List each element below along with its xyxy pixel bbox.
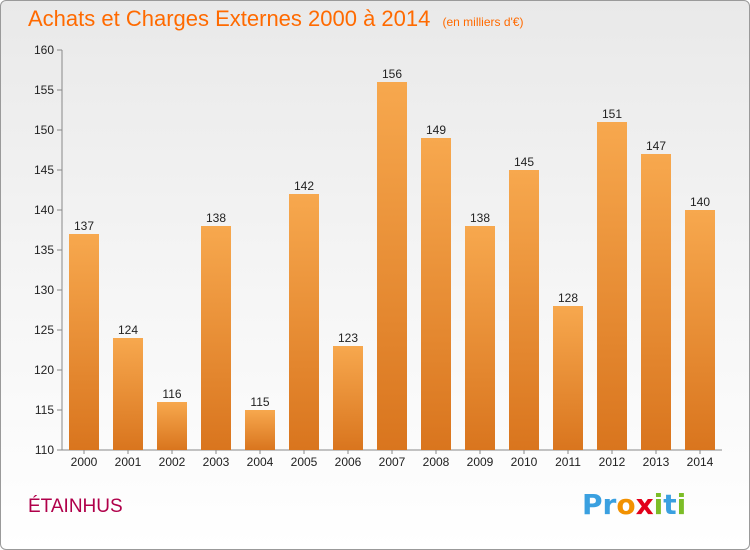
proxiti-logo: Proxiti bbox=[582, 488, 686, 521]
x-tick-label: 2014 bbox=[687, 455, 714, 469]
y-tick-label: 160 bbox=[34, 43, 54, 57]
x-tick-label: 2012 bbox=[599, 455, 626, 469]
value-label-2007: 156 bbox=[382, 67, 402, 81]
bar-2000 bbox=[69, 234, 99, 450]
x-tick-label: 2007 bbox=[379, 455, 406, 469]
x-tick-label: 2004 bbox=[247, 455, 274, 469]
x-tick-label: 2008 bbox=[423, 455, 450, 469]
y-tick-label: 150 bbox=[34, 123, 54, 137]
value-label-2004: 115 bbox=[250, 395, 269, 409]
bar-2010 bbox=[509, 170, 539, 450]
bar-2014 bbox=[685, 210, 715, 450]
bar-2001 bbox=[113, 338, 143, 450]
y-tick-label: 145 bbox=[34, 163, 54, 177]
logo-letter: i bbox=[676, 488, 687, 521]
x-tick-label: 2005 bbox=[291, 455, 318, 469]
value-label-2006: 123 bbox=[338, 331, 358, 345]
bar-2005 bbox=[289, 194, 319, 450]
x-tick-label: 2003 bbox=[203, 455, 230, 469]
value-label-2013: 147 bbox=[646, 139, 666, 153]
logo-letter: P bbox=[582, 488, 603, 521]
x-tick-label: 2013 bbox=[643, 455, 670, 469]
x-tick-label: 2009 bbox=[467, 455, 494, 469]
bar-2007 bbox=[377, 82, 407, 450]
y-tick-label: 135 bbox=[34, 243, 54, 257]
y-tick-label: 140 bbox=[34, 203, 54, 217]
y-tick-label: 115 bbox=[35, 403, 54, 417]
x-tick-label: 2010 bbox=[511, 455, 538, 469]
x-tick-label: 2006 bbox=[335, 455, 362, 469]
bar-2006 bbox=[333, 346, 363, 450]
x-tick-label: 2011 bbox=[555, 455, 581, 469]
value-label-2000: 137 bbox=[74, 219, 94, 233]
value-label-2011: 128 bbox=[558, 291, 578, 305]
bar-2009 bbox=[465, 226, 495, 450]
value-label-2010: 145 bbox=[514, 155, 534, 169]
value-label-2012: 151 bbox=[602, 107, 622, 121]
logo-letter: i bbox=[653, 488, 664, 521]
bar-2004 bbox=[245, 410, 275, 450]
x-tick-label: 2002 bbox=[159, 455, 186, 469]
y-tick-label: 125 bbox=[34, 323, 54, 337]
value-label-2003: 138 bbox=[206, 211, 226, 225]
logo-letter: t bbox=[663, 488, 677, 521]
value-label-2001: 124 bbox=[118, 323, 138, 337]
place-name: ÉTAINHUS bbox=[28, 496, 123, 517]
y-tick-label: 130 bbox=[34, 283, 54, 297]
logo-letter: o bbox=[616, 488, 636, 521]
value-label-2009: 138 bbox=[470, 211, 490, 225]
chart-subtitle: (en milliers d'€) bbox=[442, 15, 524, 29]
logo-letter: r bbox=[602, 488, 617, 521]
value-label-2002: 116 bbox=[162, 387, 181, 401]
value-label-2014: 140 bbox=[690, 195, 710, 209]
value-label-2005: 142 bbox=[294, 179, 314, 193]
bar-2011 bbox=[553, 306, 583, 450]
bar-2013 bbox=[641, 154, 671, 450]
value-label-2008: 149 bbox=[426, 123, 446, 137]
x-tick-label: 2001 bbox=[115, 455, 142, 469]
y-tick-label: 120 bbox=[34, 363, 54, 377]
y-tick-label: 110 bbox=[35, 443, 54, 457]
bar-2003 bbox=[201, 226, 231, 450]
chart-title-text: Achats et Charges Externes 2000 à 2014 bbox=[28, 6, 431, 31]
logo-letter: x bbox=[635, 488, 654, 521]
bar-2012 bbox=[597, 122, 627, 450]
chart-title: Achats et Charges Externes 2000 à 2014 (… bbox=[28, 6, 523, 32]
y-tick-label: 155 bbox=[34, 83, 54, 97]
bar-2002 bbox=[157, 402, 187, 450]
bar-2008 bbox=[421, 138, 451, 450]
x-tick-label: 2000 bbox=[71, 455, 98, 469]
